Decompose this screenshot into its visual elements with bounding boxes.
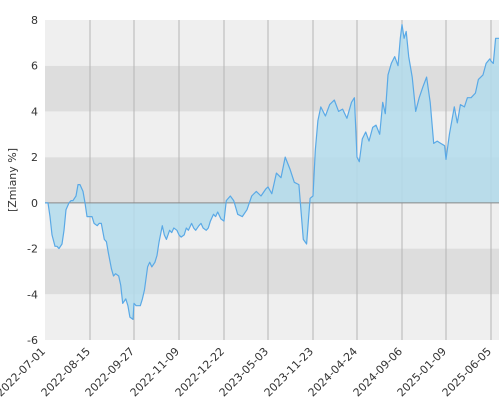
y-tick-label: -2 xyxy=(27,243,38,256)
y-tick-label: 4 xyxy=(31,105,38,118)
y-tick-label: -6 xyxy=(27,334,38,347)
series-line xyxy=(45,24,499,320)
y-axis-ticks: 8 6 4 2 0 -2 -4 -6 xyxy=(27,14,38,347)
y-tick-label: 2 xyxy=(31,151,38,164)
grid-band xyxy=(45,294,499,340)
x-axis-ticks: 2022-07-012022-08-152022-09-272022-11-09… xyxy=(0,345,494,399)
y-tick-label: 6 xyxy=(31,60,38,73)
y-tick-label: -4 xyxy=(27,288,38,301)
grid-band xyxy=(45,20,499,66)
y-axis-title: [Zmiany %] xyxy=(6,148,19,212)
series-area-fill xyxy=(45,24,499,320)
y-tick-label: 8 xyxy=(31,14,38,27)
data-area-layer xyxy=(45,24,499,320)
y-tick-label: 0 xyxy=(31,197,38,210)
